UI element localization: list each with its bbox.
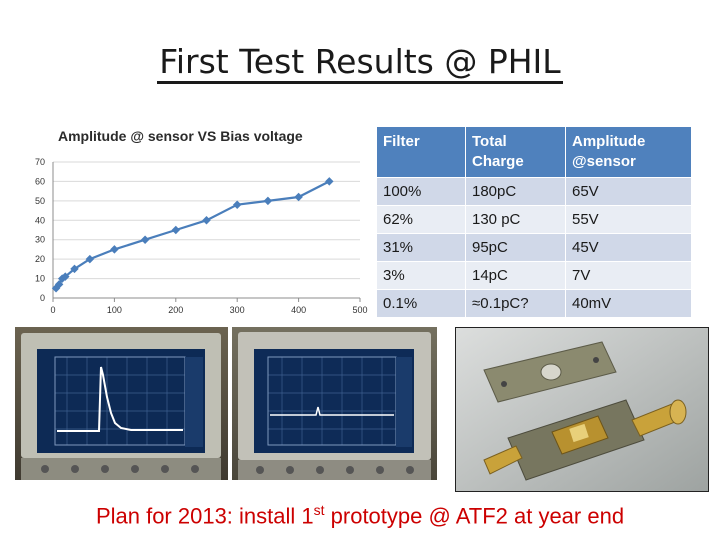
oscilloscope-photo-small-pulse [232, 327, 437, 480]
cell-amplitude: 55V [565, 205, 692, 234]
data-point [202, 216, 211, 225]
sensor-module-photo [455, 327, 709, 492]
table-row: 3% 14pC 7V [377, 261, 692, 290]
table-header-row: Filter Total Charge Amplitude @sensor [377, 127, 692, 178]
y-tick-label: 40 [35, 215, 45, 225]
cell-amplitude: 45V [565, 233, 692, 262]
data-point [61, 272, 70, 281]
y-tick-label: 50 [35, 196, 45, 206]
amplitude-chart: Amplitude @ sensor VS Bias voltage 0 10 20… [20, 120, 375, 325]
sensor-module-image [456, 328, 708, 491]
x-tick-label: 300 [230, 305, 245, 315]
y-tick-label: 70 [35, 157, 45, 167]
y-tick-label: 60 [35, 176, 45, 186]
y-tick-label: 0 [40, 293, 45, 303]
cell-filter: 100% [377, 177, 466, 206]
oscilloscope-photo-pulse [15, 327, 228, 480]
chart-plot: 0 10 20 30 40 50 60 70 0 100 200 300 400 500 [35, 157, 368, 315]
data-point [110, 245, 119, 254]
x-tick-label: 0 [50, 305, 55, 315]
x-tick-label: 500 [352, 305, 367, 315]
chart-title: Amplitude @ sensor VS Bias voltage [58, 128, 303, 144]
cell-charge: 180pC [465, 177, 566, 206]
data-point [140, 235, 150, 244]
cell-charge: 95pC [465, 233, 566, 262]
results-table: Filter Total Charge Amplitude @sensor 100%… [377, 127, 692, 317]
cell-charge: ≈0.1pC? [465, 289, 566, 317]
data-point [54, 280, 64, 289]
table-row: 0.1% ≈0.1pC? 40mV [377, 289, 692, 317]
y-tick-label: 10 [35, 274, 45, 284]
table-row: 31% 95pC 45V [377, 233, 692, 262]
cell-filter: 0.1% [377, 289, 466, 317]
oscilloscope-pulse-image [15, 327, 228, 480]
table-row: 62% 130 pC 55V [377, 205, 692, 234]
footer-plan-text: Plan for 2013: install 1st prototype @ A… [95, 502, 625, 529]
cell-charge: 130 pC [465, 205, 566, 234]
header-amplitude: Amplitude @sensor [565, 127, 692, 178]
cell-amplitude: 7V [565, 261, 692, 290]
data-point [232, 200, 242, 209]
cell-charge: 14pC [465, 261, 566, 290]
header-filter: Filter [377, 127, 466, 178]
data-point [263, 196, 273, 206]
slide-title: First Test Results @ PHIL [0, 42, 720, 84]
y-tick-label: 20 [35, 254, 45, 264]
cell-amplitude: 40mV [565, 289, 692, 317]
data-point [85, 254, 95, 264]
data-point [70, 264, 79, 274]
cell-amplitude: 65V [565, 177, 692, 206]
data-point [325, 177, 334, 186]
cell-filter: 31% [377, 233, 466, 262]
data-point [171, 225, 181, 235]
data-point [294, 192, 303, 202]
table-row: 100% 180pC 65V [377, 177, 692, 206]
cell-filter: 62% [377, 205, 466, 234]
y-tick-label: 30 [35, 235, 45, 245]
cell-filter: 3% [377, 261, 466, 290]
series-line [55, 180, 330, 289]
header-total-charge: Total Charge [465, 127, 566, 178]
x-tick-label: 200 [168, 305, 183, 315]
x-tick-label: 100 [107, 305, 122, 315]
x-tick-label: 400 [291, 305, 306, 315]
oscilloscope-small-pulse-image [232, 327, 437, 480]
